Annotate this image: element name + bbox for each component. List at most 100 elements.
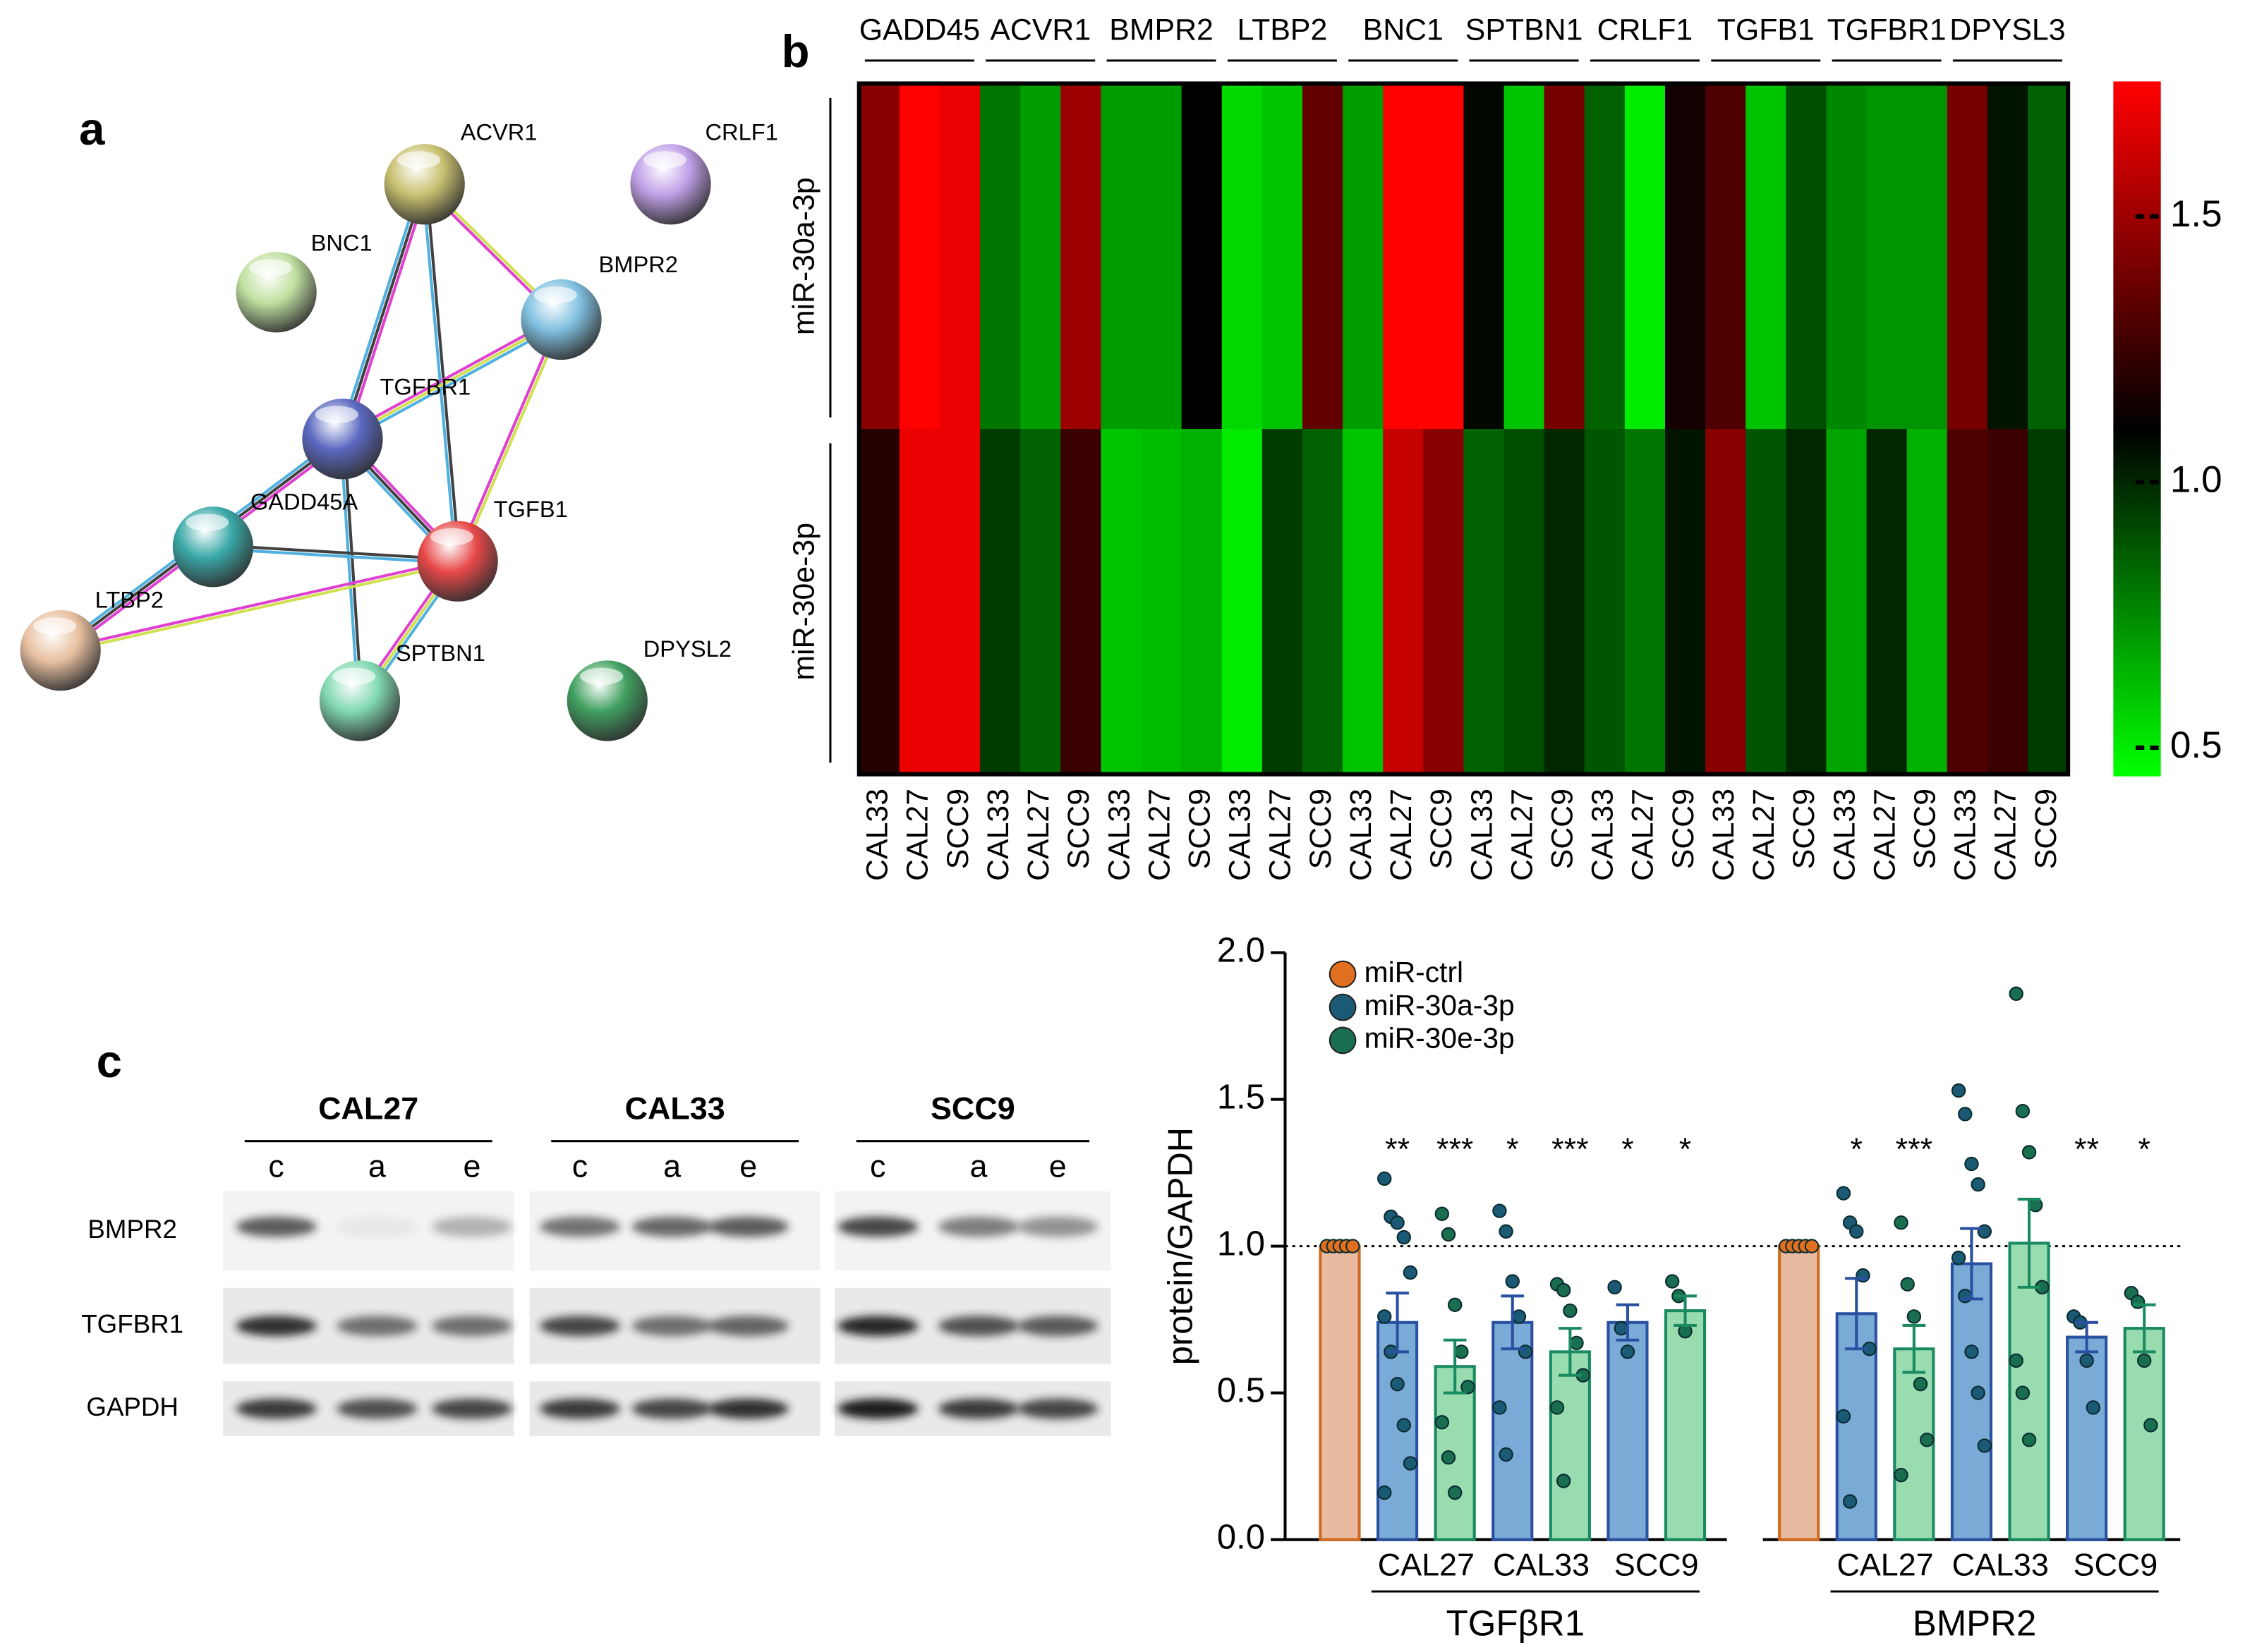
data-point [1856,1268,1870,1283]
column-label: CAL33 [1465,789,1499,881]
data-point [1900,1277,1915,1292]
heatmap-cell [1947,429,1989,775]
heatmap-cell [1664,429,1707,775]
row-label: miR-30e-3p [787,523,821,681]
group-label: GADD45 [859,13,980,47]
data-point [1563,1303,1578,1318]
x-tick-label: SCC9 [1614,1546,1699,1582]
data-point [1511,1309,1527,1324]
network-edge [60,561,459,654]
column-label: CAL33 [1102,789,1136,881]
lane-label: e [739,1148,757,1184]
protein-label: TGFBR1 [81,1310,183,1339]
data-point [1447,1297,1463,1313]
group-label: ACVR1 [990,13,1091,47]
data-point [1499,1447,1513,1462]
data-point [1836,1409,1851,1424]
data-point [2015,1385,2031,1400]
data-point [1447,1485,1463,1500]
data-point [2021,1433,2037,1447]
column-label: CAL27 [1384,789,1418,881]
column-label: CAL33 [861,789,895,881]
column-label: SCC9 [1424,789,1458,869]
network-edge [342,439,363,701]
node-label: SPTBN1 [396,640,485,666]
heatmap-cell [1624,429,1666,775]
data-point [1964,1344,1979,1359]
network-edge [59,558,458,650]
column-label: SCC9 [1546,789,1580,869]
data-point [2130,1294,2146,1309]
heatmap-cell [1383,429,1424,775]
group-label: TGFB1 [1717,13,1815,47]
heatmap-cell [1664,83,1707,430]
data-point [1434,1206,1450,1222]
heatmap-cell [1906,429,1948,775]
column-label: CAL27 [1868,789,1901,881]
blot-band [1017,1216,1099,1237]
group-label: LTBP2 [1238,13,1328,47]
heatmap-cell [1141,429,1182,775]
node-label: BMPR2 [599,251,678,277]
data-point [1607,1280,1622,1295]
heatmap-cell [1060,429,1102,775]
x-tick-label: CAL33 [1952,1546,2049,1582]
lane-label: a [970,1148,988,1184]
data-point [1804,1239,1820,1253]
network-edge [343,321,564,444]
column-label: CAL33 [1707,789,1741,881]
y-tick-label: 2.0 [1217,931,1265,969]
heatmap-cell [1705,429,1747,775]
data-point [2021,1145,2037,1160]
heatmap-cell [1584,83,1626,430]
x-tick-label: CAL27 [1836,1546,1933,1582]
lane-label: e [1049,1148,1067,1184]
heatmap-cell [1221,429,1264,775]
data-point [1849,1224,1864,1239]
protein-label: BMPR2 [87,1215,176,1244]
network-edge [212,543,458,561]
column-label: SCC9 [2029,789,2063,869]
protein-label: GAPDH [86,1392,178,1421]
heatmap-cell [1826,83,1868,430]
data-point [1499,1224,1513,1239]
data-point [1894,1215,1908,1230]
heatmap-cell [1101,429,1142,775]
panel-label: a [79,103,105,154]
data-point [1836,1186,1851,1201]
node-label: TGFB1 [494,496,568,522]
blot-band [539,1216,621,1237]
heatmap-cell [1181,83,1223,430]
data-point [1951,1251,1966,1265]
row-label: miR-30a-3p [787,177,821,335]
heatmap-cell [1423,429,1465,775]
group-label: TGFBR1 [1827,13,1947,47]
column-label: SCC9 [1666,789,1700,869]
heatmap-cell [899,429,941,775]
significance: * [1851,1131,1863,1167]
column-label: SCC9 [941,789,975,869]
cell-line-label: CAL27 [318,1091,418,1126]
data-point [2079,1353,2094,1368]
heatmap-cell [1745,429,1787,775]
colorbar-tick-label: 0.5 [2170,724,2222,766]
data-point [2143,1418,2158,1433]
x-tick-label: CAL27 [1378,1546,1475,1582]
heatmap-cell [1261,83,1304,430]
blot-band [708,1398,789,1419]
colorbar-tick-label: 1.5 [2170,193,2222,235]
column-label: CAL33 [1344,789,1378,881]
significance: *** [1436,1131,1473,1167]
blot-band [938,1398,1019,1419]
blot-band [337,1398,418,1419]
blot-band [236,1398,317,1419]
column-label: CAL27 [1142,789,1176,881]
data-point [1964,1156,1979,1172]
blot-band [431,1216,513,1237]
cell-line-label: CAL33 [625,1091,725,1126]
bar [1434,1365,1476,1541]
legend-label: miR-ctrl [1364,956,1463,988]
column-label: SCC9 [1182,789,1216,869]
data-point [1390,1376,1405,1392]
column-label: CAL33 [1827,789,1861,881]
